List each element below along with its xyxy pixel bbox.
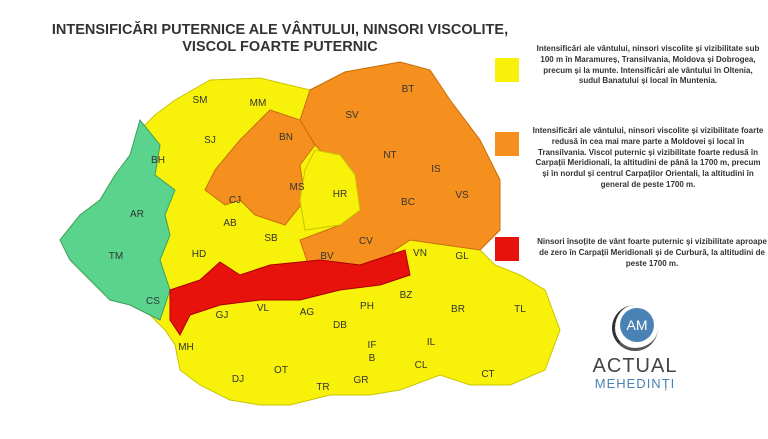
county-label-gr: GR [354, 375, 369, 386]
legend-text-yellow: Intensificări ale vântului, ninsori visc… [536, 44, 760, 86]
title-line-1: INTENSIFICĂRI PUTERNICE ALE VÂNTULUI, NI… [51, 22, 509, 38]
legend-swatch-red [495, 237, 519, 261]
county-label-cj: CJ [229, 195, 241, 206]
county-label-tl: TL [514, 304, 526, 315]
logo-initials: AM [620, 308, 654, 342]
county-label-ab: AB [223, 218, 237, 229]
county-label-bn: BN [279, 132, 293, 143]
county-label-br: BR [451, 304, 465, 315]
county-label-tm: TM [109, 251, 123, 262]
county-label-vn: VN [413, 248, 427, 259]
county-label-ag: AG [300, 307, 315, 318]
county-label-b: B [369, 353, 376, 364]
legend-swatch-yellow [495, 58, 519, 82]
legend-text-orange: Intensificări ale vântului, ninsori visc… [532, 126, 764, 189]
county-label-ot: OT [274, 365, 288, 376]
county-label-vl: VL [257, 303, 270, 314]
region-red [169, 249, 411, 336]
county-label-if: IF [368, 340, 377, 351]
county-label-bh: BH [151, 155, 165, 166]
logo-line-1: ACTUAL [592, 355, 678, 377]
county-label-bv: BV [320, 251, 334, 262]
county-label-bc: BC [401, 197, 415, 208]
county-label-ct: CT [481, 369, 494, 380]
county-label-tr: TR [316, 382, 329, 393]
county-label-sb: SB [264, 233, 278, 244]
county-label-is: IS [431, 164, 441, 175]
logo-line-2: MEHEDINȚI [594, 376, 676, 391]
county-label-cv: CV [359, 236, 373, 247]
county-label-mh: MH [178, 342, 194, 353]
legend-text-red: Ninsori însoțite de vânt foarte puternic… [537, 237, 767, 268]
county-label-il: IL [427, 337, 436, 348]
title-line-2: VISCOL FOARTE PUTERNIC [182, 39, 378, 55]
county-label-bt: BT [402, 84, 415, 95]
county-label-vs: VS [455, 190, 469, 201]
county-label-sj: SJ [204, 135, 216, 146]
county-label-sm: SM [193, 95, 208, 106]
county-label-hr: HR [333, 189, 347, 200]
county-label-sv: SV [345, 110, 359, 121]
county-label-nt: NT [383, 150, 396, 161]
actual-mehedinti-logo: AM ACTUAL MEHEDINȚI [585, 305, 685, 391]
county-label-ph: PH [360, 301, 374, 312]
county-label-db: DB [333, 320, 347, 331]
logo-ring: AM [612, 305, 658, 351]
region-green [59, 118, 176, 321]
legend-swatch-orange [495, 132, 519, 156]
county-label-cs: CS [146, 296, 160, 307]
map-title: INTENSIFICĂRI PUTERNICE ALE VÂNTULUI, NI… [30, 22, 530, 56]
county-label-mm: MM [250, 98, 267, 109]
county-label-dj: DJ [232, 374, 244, 385]
county-label-ar: AR [130, 209, 144, 220]
county-label-bz: BZ [400, 290, 413, 301]
county-label-cl: CL [415, 360, 428, 371]
county-label-gl: GL [455, 251, 469, 262]
county-label-gj: GJ [216, 310, 229, 321]
region-yellow-harghita [299, 149, 361, 231]
county-label-ms: MS [290, 182, 305, 193]
county-label-hd: HD [192, 249, 206, 260]
